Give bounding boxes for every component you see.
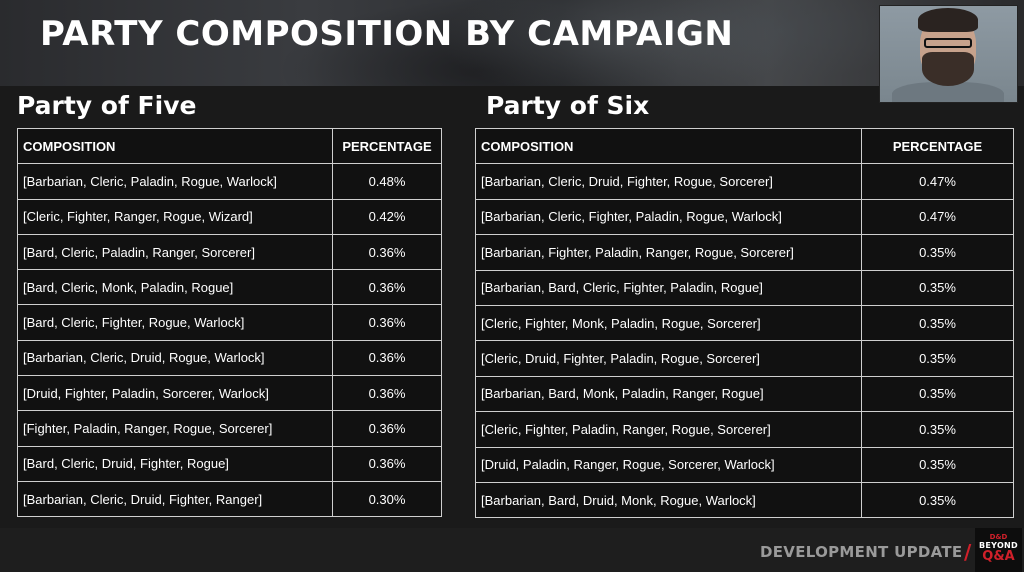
table-row: [Cleric, Fighter, Ranger, Rogue, Wizard]… bbox=[17, 198, 442, 235]
composition-cell: [Bard, Cleric, Fighter, Rogue, Warlock] bbox=[17, 304, 333, 341]
composition-cell: [Cleric, Fighter, Paladin, Ranger, Rogue… bbox=[475, 411, 862, 448]
logo-line2: Q&A bbox=[982, 549, 1015, 564]
percentage-cell: 0.47% bbox=[861, 163, 1014, 200]
table-row: [Bard, Cleric, Monk, Paladin, Rogue] 0.36… bbox=[17, 269, 442, 306]
table-row: [Cleric, Fighter, Monk, Paladin, Rogue, … bbox=[475, 304, 1014, 342]
composition-cell: [Cleric, Druid, Fighter, Paladin, Rogue,… bbox=[475, 340, 862, 377]
percentage-cell: 0.47% bbox=[861, 198, 1014, 236]
percentage-cell: 0.35% bbox=[861, 411, 1014, 448]
footer-bar bbox=[0, 528, 1024, 572]
percentage-cell: 0.42% bbox=[332, 198, 442, 235]
table-row: [Barbarian, Fighter, Paladin, Ranger, Ro… bbox=[475, 234, 1014, 271]
percentage-cell: 0.36% bbox=[332, 375, 442, 412]
logo-line1: BEYOND bbox=[978, 541, 1018, 550]
table-row: [Bard, Cleric, Fighter, Rogue, Warlock] 0… bbox=[17, 304, 442, 341]
composition-cell: [Bard, Cleric, Monk, Paladin, Rogue] bbox=[17, 269, 333, 306]
composition-cell: [Barbarian, Bard, Cleric, Fighter, Palad… bbox=[475, 269, 862, 306]
presenter-shirt bbox=[892, 82, 1004, 102]
composition-cell: [Barbarian, Cleric, Paladin, Rogue, Warl… bbox=[17, 163, 333, 200]
footer-label: DEVELOPMENT UPDATE bbox=[760, 543, 963, 561]
logo-brand: D&D bbox=[989, 533, 1008, 541]
title-banner: PARTY COMPOSITION BY CAMPAIGN bbox=[0, 0, 1024, 86]
table-row: [Cleric, Druid, Fighter, Paladin, Rogue,… bbox=[475, 340, 1014, 377]
percentage-cell: 0.35% bbox=[861, 340, 1014, 377]
percentage-cell: 0.48% bbox=[332, 163, 442, 200]
percentage-cell: 0.35% bbox=[861, 446, 1014, 483]
composition-cell: [Barbarian, Cleric, Druid, Rogue, Warloc… bbox=[17, 339, 333, 377]
party-five-title: Party of Five bbox=[17, 91, 197, 120]
composition-cell: [Druid, Paladin, Ranger, Rogue, Sorcerer… bbox=[475, 446, 862, 483]
percentage-cell: 0.35% bbox=[861, 269, 1014, 306]
percentage-cell: 0.36% bbox=[332, 304, 442, 341]
presenter-glasses bbox=[924, 38, 972, 48]
table-row: [Barbarian, Cleric, Druid, Fighter, Rang… bbox=[17, 480, 442, 518]
percentage-cell: 0.35% bbox=[861, 304, 1014, 342]
party-six-table: COMPOSITION PERCENTAGE [Barbarian, Cleri… bbox=[475, 127, 1014, 519]
table-row: [Barbarian, Bard, Cleric, Fighter, Palad… bbox=[475, 269, 1014, 306]
footer-separator: / bbox=[964, 540, 972, 564]
presenter-beard bbox=[922, 52, 974, 86]
table-row: [Barbarian, Bard, Monk, Paladin, Ranger,… bbox=[475, 375, 1014, 413]
presenter-hair bbox=[918, 8, 978, 32]
percentage-cell: 0.36% bbox=[332, 233, 442, 271]
table-row: [Barbarian, Cleric, Druid, Rogue, Warloc… bbox=[17, 339, 442, 377]
beyond-qa-logo: D&D BEYOND Q&A bbox=[975, 528, 1022, 572]
table-row: [Barbarian, Cleric, Fighter, Paladin, Ro… bbox=[475, 198, 1014, 236]
composition-cell: [Barbarian, Bard, Druid, Monk, Rogue, Wa… bbox=[475, 481, 862, 519]
table-row: [Barbarian, Bard, Druid, Monk, Rogue, Wa… bbox=[475, 481, 1014, 519]
percentage-cell: 0.30% bbox=[332, 480, 442, 518]
composition-cell: [Cleric, Fighter, Monk, Paladin, Rogue, … bbox=[475, 304, 862, 342]
composition-cell: [Cleric, Fighter, Ranger, Rogue, Wizard] bbox=[17, 198, 333, 235]
column-header-percentage: PERCENTAGE bbox=[332, 127, 442, 165]
party-six-title: Party of Six bbox=[486, 91, 650, 120]
composition-cell: [Barbarian, Cleric, Druid, Fighter, Rogu… bbox=[475, 163, 862, 200]
table-row: [Barbarian, Cleric, Paladin, Rogue, Warl… bbox=[17, 163, 442, 200]
webcam-overlay bbox=[879, 5, 1018, 103]
composition-cell: [Barbarian, Fighter, Paladin, Ranger, Ro… bbox=[475, 234, 862, 271]
composition-cell: [Fighter, Paladin, Ranger, Rogue, Sorcer… bbox=[17, 410, 333, 447]
table-row: [Fighter, Paladin, Ranger, Rogue, Sorcer… bbox=[17, 410, 442, 447]
table-header-row: COMPOSITION PERCENTAGE bbox=[475, 127, 1014, 165]
percentage-cell: 0.36% bbox=[332, 269, 442, 306]
percentage-cell: 0.35% bbox=[861, 481, 1014, 519]
table-row: [Barbarian, Cleric, Druid, Fighter, Rogu… bbox=[475, 163, 1014, 200]
percentage-cell: 0.36% bbox=[332, 339, 442, 377]
composition-cell: [Druid, Fighter, Paladin, Sorcerer, Warl… bbox=[17, 375, 333, 412]
page-title: PARTY COMPOSITION BY CAMPAIGN bbox=[40, 14, 734, 54]
composition-cell: [Bard, Cleric, Paladin, Ranger, Sorcerer… bbox=[17, 233, 333, 271]
column-header-composition: COMPOSITION bbox=[17, 127, 333, 165]
column-header-composition: COMPOSITION bbox=[475, 127, 862, 165]
party-five-table: COMPOSITION PERCENTAGE [Barbarian, Cleri… bbox=[17, 127, 442, 518]
composition-cell: [Bard, Cleric, Druid, Fighter, Rogue] bbox=[17, 445, 333, 482]
table-row: [Druid, Fighter, Paladin, Sorcerer, Warl… bbox=[17, 375, 442, 412]
percentage-cell: 0.36% bbox=[332, 445, 442, 482]
column-header-percentage: PERCENTAGE bbox=[861, 127, 1014, 165]
table-row: [Cleric, Fighter, Paladin, Ranger, Rogue… bbox=[475, 411, 1014, 448]
table-row: [Druid, Paladin, Ranger, Rogue, Sorcerer… bbox=[475, 446, 1014, 483]
table-row: [Bard, Cleric, Paladin, Ranger, Sorcerer… bbox=[17, 233, 442, 271]
percentage-cell: 0.35% bbox=[861, 234, 1014, 271]
table-row: [Bard, Cleric, Druid, Fighter, Rogue] 0.3… bbox=[17, 445, 442, 482]
percentage-cell: 0.36% bbox=[332, 410, 442, 447]
composition-cell: [Barbarian, Cleric, Fighter, Paladin, Ro… bbox=[475, 198, 862, 236]
table-header-row: COMPOSITION PERCENTAGE bbox=[17, 127, 442, 165]
percentage-cell: 0.35% bbox=[861, 375, 1014, 413]
composition-cell: [Barbarian, Cleric, Druid, Fighter, Rang… bbox=[17, 480, 333, 518]
composition-cell: [Barbarian, Bard, Monk, Paladin, Ranger,… bbox=[475, 375, 862, 413]
